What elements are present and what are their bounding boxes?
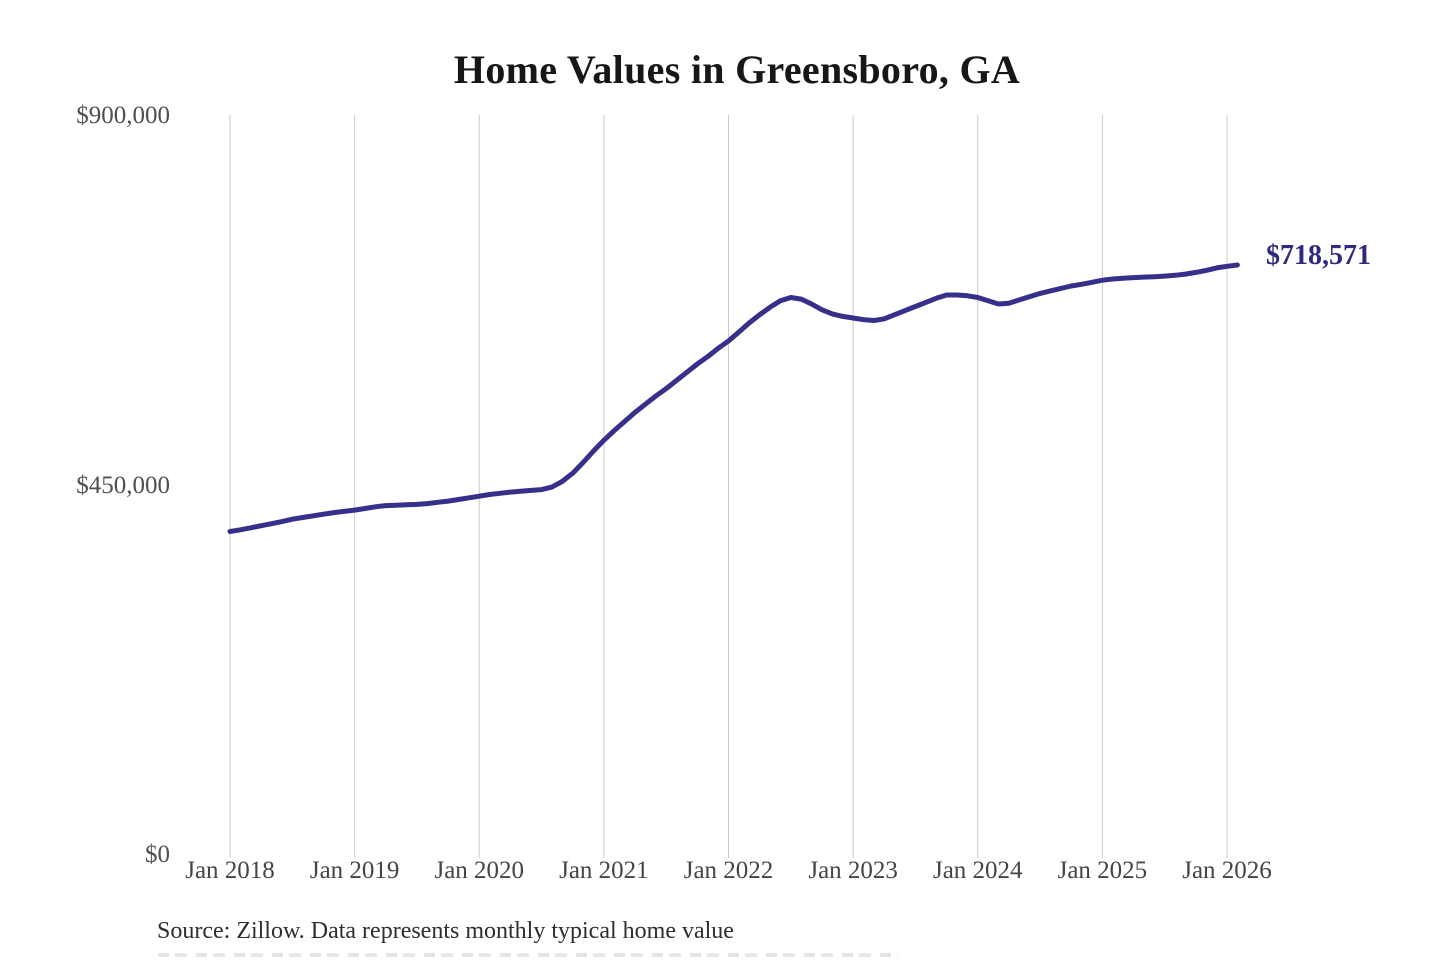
home-values-line	[227, 262, 1240, 534]
x-axis-tick-label: Jan 2020	[434, 857, 525, 884]
x-axis-tick-label: Jan 2018	[185, 857, 275, 884]
x-axis-tick-label: Jan 2023	[808, 857, 898, 884]
x-axis-tick-label: Jan 2019	[309, 857, 400, 884]
x-axis-tick-label: Jan 2021	[559, 857, 649, 884]
x-axis-tick-label: Jan 2025	[1057, 857, 1148, 884]
y-axis-tick-label: $450,000	[76, 471, 170, 499]
x-axis-tick-label: Jan 2026	[1182, 857, 1272, 884]
y-axis-tick-label: $900,000	[76, 102, 170, 129]
gridlines	[229, 115, 1228, 858]
y-axis-tick-label: $0	[145, 841, 170, 868]
source-note: Source: Zillow. Data represents monthly …	[157, 918, 734, 944]
x-axis-tick-label: Jan 2024	[932, 857, 1023, 884]
x-axis-tick-label: Jan 2022	[683, 857, 774, 884]
final-value-label: $718,571	[1266, 240, 1371, 271]
chart-title: Home Values in Greensboro, GA	[453, 47, 1021, 92]
cutoff-text-remnant	[158, 953, 898, 957]
